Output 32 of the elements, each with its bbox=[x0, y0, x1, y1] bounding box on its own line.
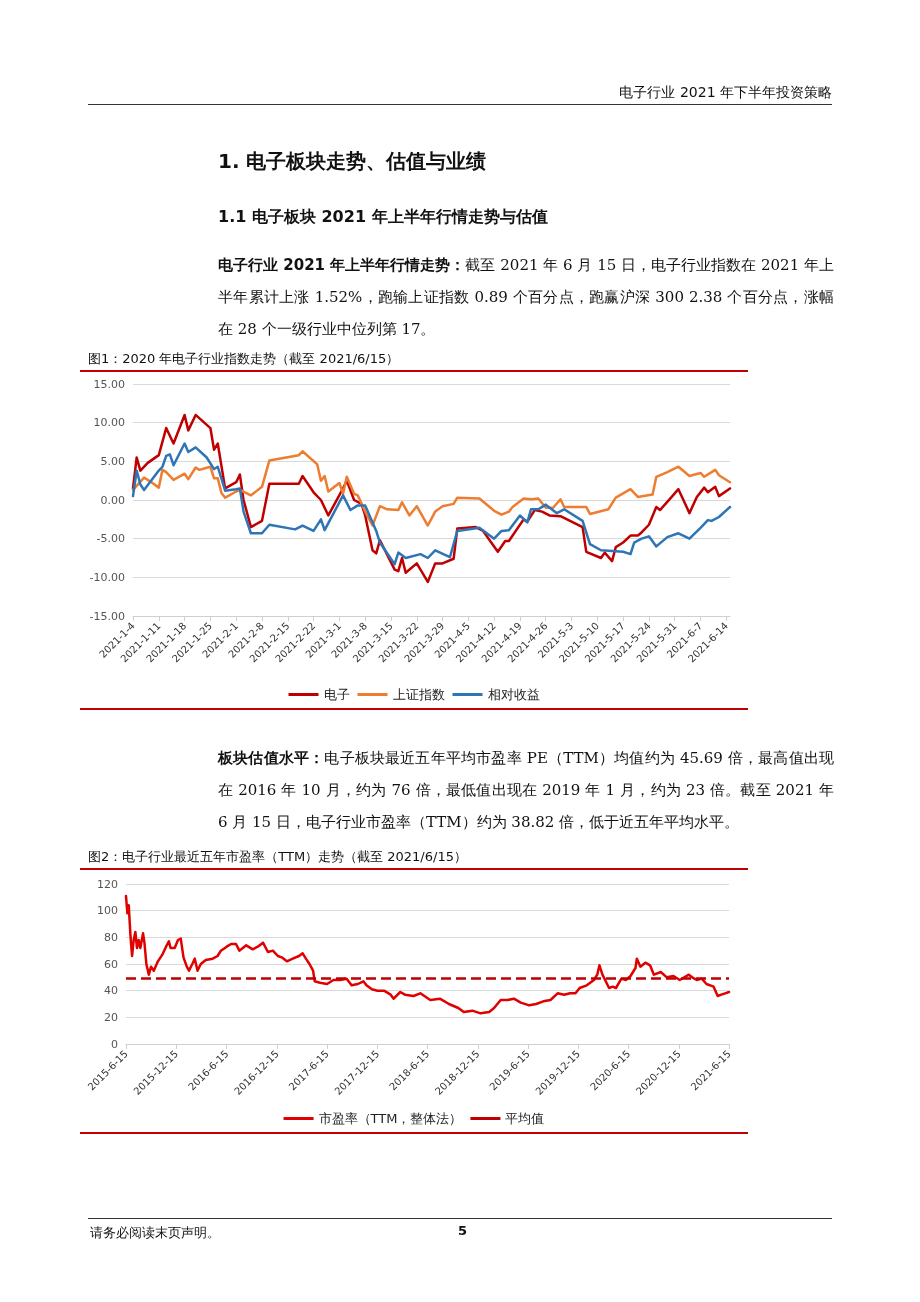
line-series bbox=[131, 413, 732, 584]
y-tick-label: 120 bbox=[97, 877, 118, 891]
y-tick-label: 10.00 bbox=[93, 416, 125, 430]
chart-title: 图2：电子行业最近五年市盈率（TTM）走势（截至 2021/6/15） bbox=[87, 848, 468, 866]
y-tick-label: -5.00 bbox=[96, 532, 125, 546]
text: 请务必阅读末页声明。 bbox=[90, 1224, 220, 1242]
chart-title: 图1：2020 年电子行业指数走势（截至 2021/6/15） bbox=[87, 350, 401, 368]
text: 电子行业 2021 年下半年投资策略 bbox=[619, 84, 832, 102]
legend-label: 平均值 bbox=[505, 1111, 545, 1126]
y-tick-label: 80 bbox=[104, 930, 118, 944]
legend-label: 上证指数 bbox=[392, 687, 445, 702]
line-series bbox=[124, 894, 731, 1015]
legend-label: 相对收益 bbox=[487, 687, 540, 702]
y-tick-label: 20 bbox=[104, 1010, 118, 1024]
line-series bbox=[131, 450, 732, 527]
y-tick-label: 60 bbox=[104, 957, 118, 971]
text: 板块估值水平：电子板块最近五年平均市盈率 PE（TTM）均值约为 45.69 倍，最高值出现在 2016 年 10 月，约为 76 倍，最低值出现在 2019 年 1 月，约为 23 倍。截至 2021 年 6 月 15 日，电子行业市盈率（TTM）约为 38.82 倍，低于近五年平均水平。 bbox=[218, 748, 835, 833]
y-tick-label: -15.00 bbox=[89, 609, 125, 623]
y-tick-label: 100 bbox=[97, 904, 118, 918]
text: 1.1 电子板块 2021 年上半年行情走势与估值 bbox=[218, 207, 548, 228]
line-series bbox=[131, 442, 732, 566]
y-tick-label: 0.00 bbox=[100, 493, 125, 507]
legend-label: 电子 bbox=[323, 687, 350, 702]
text: 5 bbox=[458, 1223, 468, 1238]
y-tick-label: 0 bbox=[111, 1037, 118, 1051]
y-tick-label: 5.00 bbox=[100, 454, 125, 468]
y-tick-label: -10.00 bbox=[89, 570, 125, 584]
text: 电子行业 2021 年上半年行情走势：截至 2021 年 6 月 15 日，电子行业指数在 2021 年上半年累计上涨 1.52%，跑输上证指数 0.89 个百分点，跑赢沪深 300 2.38 个百分点，涨幅在 28 个一级行业中位列第 17。 bbox=[218, 255, 834, 340]
y-tick-label: 40 bbox=[104, 984, 118, 998]
y-tick-label: 15.00 bbox=[93, 377, 125, 391]
text: 1. 电子板块走势、估值与业绩 bbox=[218, 148, 487, 175]
legend-label: 市盈率（TTM，整体法） bbox=[318, 1111, 463, 1126]
